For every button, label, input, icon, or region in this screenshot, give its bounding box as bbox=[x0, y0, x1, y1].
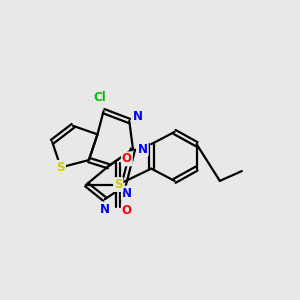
Text: S: S bbox=[114, 178, 122, 191]
Text: N: N bbox=[100, 202, 110, 215]
Text: Cl: Cl bbox=[94, 91, 106, 104]
Text: S: S bbox=[56, 161, 65, 174]
Text: N: N bbox=[133, 110, 143, 122]
Text: N: N bbox=[122, 187, 132, 200]
Text: O: O bbox=[122, 152, 132, 165]
Text: N: N bbox=[138, 142, 148, 156]
Text: O: O bbox=[122, 204, 132, 217]
